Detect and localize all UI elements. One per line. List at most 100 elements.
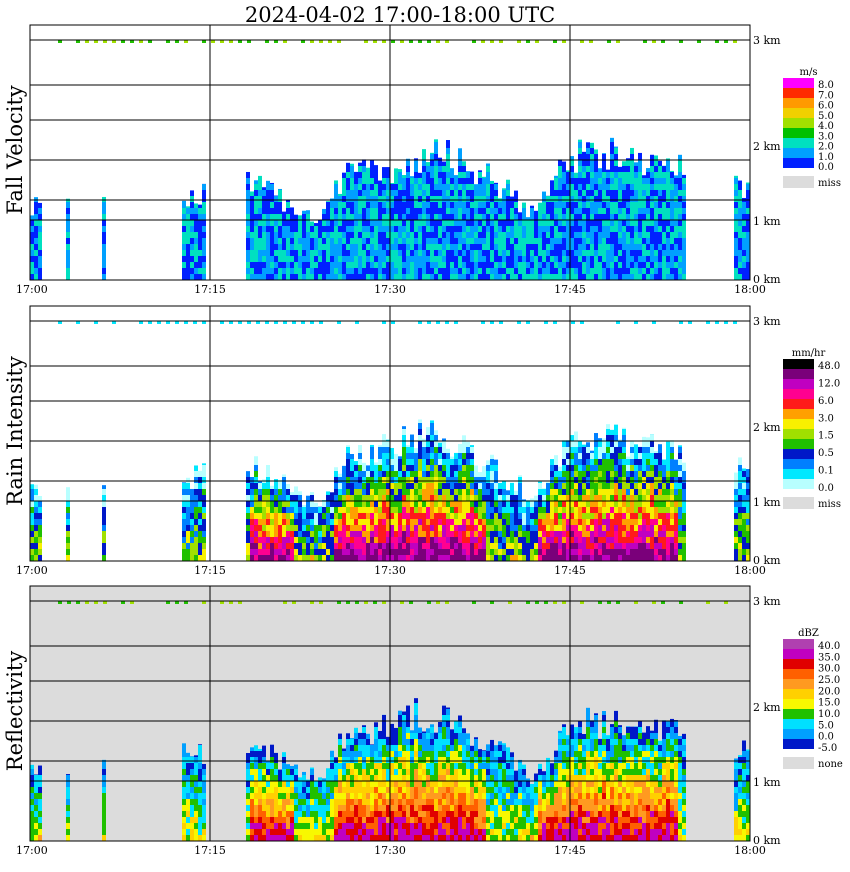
- echo-cell: [414, 232, 418, 238]
- echo-cell: [346, 184, 350, 190]
- echo-cell: [462, 435, 466, 441]
- echo-cell: [634, 477, 638, 483]
- echo-cell: [590, 172, 594, 178]
- echo-cell: [486, 208, 490, 214]
- echo-cell: [30, 823, 34, 829]
- echo-cell: [182, 483, 186, 489]
- echo-cell: [254, 835, 258, 841]
- echo-cell: [274, 268, 278, 274]
- echo-cell: [626, 166, 630, 172]
- echo-cell: [354, 214, 358, 220]
- echo-cell: [646, 190, 650, 196]
- echo-cell: [362, 555, 366, 561]
- echo-cell: [674, 489, 678, 495]
- echo-cell: [674, 549, 678, 555]
- echo-cell: [566, 507, 570, 513]
- echo-cell: [402, 232, 406, 238]
- echo-cell: [538, 513, 542, 519]
- echo-cell: [610, 268, 614, 274]
- echo-cell: [198, 744, 202, 745]
- echo-cell: [502, 232, 506, 238]
- echo-cell: [354, 519, 358, 525]
- echo-cell: [390, 489, 394, 495]
- echo-cell: [358, 513, 362, 519]
- echo-cell: [630, 483, 634, 489]
- echo-cell: [66, 519, 70, 525]
- colorbar-cell: [783, 158, 814, 168]
- echo-cell: [370, 238, 374, 244]
- echo-cell: [610, 459, 614, 465]
- echo-cell: [386, 513, 390, 519]
- echo-cell: [406, 525, 410, 531]
- echo-cell: [662, 531, 666, 537]
- colorbar-cell: [783, 439, 814, 449]
- echo-cell: [250, 477, 254, 483]
- echo-cell: [386, 477, 390, 483]
- echo-cell: [622, 268, 626, 274]
- echo-cell: [270, 226, 274, 232]
- echo-cell: [258, 749, 262, 751]
- echo-cell: [370, 262, 374, 268]
- echo-cell: [650, 507, 654, 513]
- echo-cell: [246, 226, 250, 232]
- echo-cell: [254, 501, 258, 507]
- echo-cell: [418, 190, 422, 196]
- echo-cell: [462, 471, 466, 477]
- echo-cell: [450, 465, 454, 471]
- echo-cell: [354, 465, 358, 471]
- echo-cell: [610, 220, 614, 226]
- echo-cell: [270, 184, 274, 190]
- echo-cell: [310, 549, 314, 555]
- colorbar-cell: [783, 429, 814, 439]
- echo-cell: [466, 501, 470, 507]
- echo-cell: [326, 829, 330, 835]
- echo-cell: [358, 244, 362, 250]
- echo-cell: [262, 232, 266, 238]
- echo-cell: [386, 190, 390, 196]
- echo-cell: [610, 142, 614, 148]
- echo-cell: [266, 483, 270, 489]
- echo-cell: [322, 781, 326, 787]
- echo-cell: [314, 835, 318, 841]
- echo-cell: [370, 459, 374, 465]
- echo-cell: [610, 184, 614, 190]
- echo-cell: [574, 459, 578, 465]
- echo-cell: [38, 268, 42, 274]
- echo-cell: [450, 549, 454, 555]
- echo-cell: [258, 501, 262, 507]
- echo-cell: [334, 513, 338, 519]
- echo-cell: [654, 531, 658, 537]
- echo-cell: [266, 549, 270, 555]
- echo-cell: [642, 471, 646, 477]
- echo-cell: [522, 220, 526, 226]
- echo-cell: [602, 549, 606, 555]
- echo-cell: [522, 519, 526, 525]
- echo-cell: [198, 501, 202, 507]
- echo-cell: [282, 250, 286, 256]
- echo-cell: [182, 495, 186, 501]
- echo-cell: [358, 465, 362, 471]
- echo-cell: [430, 525, 434, 531]
- echo-cell: [414, 549, 418, 555]
- echo-cell: [598, 202, 602, 208]
- echo-cell: [578, 537, 582, 543]
- echo-cell: [266, 555, 270, 561]
- echo-cell: [638, 268, 642, 274]
- echo-cell: [402, 426, 406, 429]
- echo-cell: [462, 250, 466, 256]
- echo-cell: [458, 220, 462, 226]
- echo-cell: [350, 555, 354, 561]
- echo-cell: [350, 507, 354, 513]
- echo-cell: [282, 474, 286, 477]
- echo-cell: [182, 775, 186, 781]
- echo-cell: [522, 208, 526, 214]
- echo-cell: [654, 274, 658, 280]
- echo-cell: [34, 811, 38, 817]
- echo-cell: [662, 489, 666, 495]
- echo-cell: [494, 460, 498, 465]
- echo-cell: [606, 250, 610, 256]
- echo-cell: [430, 555, 434, 561]
- echo-cell: [410, 555, 414, 561]
- echo-cell: [578, 543, 582, 549]
- echo-cell: [34, 829, 38, 835]
